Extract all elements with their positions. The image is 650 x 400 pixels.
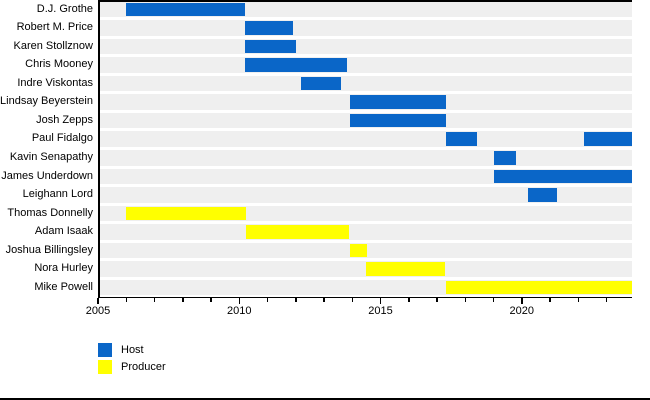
row-band (99, 187, 632, 203)
timeline-bar (126, 206, 247, 221)
row-band (99, 75, 632, 92)
bottom-edge (0, 398, 650, 400)
timeline-bar (301, 76, 341, 91)
row-band (99, 261, 632, 277)
x-axis-major-tick (379, 298, 382, 304)
timeline-bar (493, 151, 517, 165)
timeline-bar (584, 132, 632, 146)
timeline-bar (246, 225, 350, 239)
row-label: Paul Fidalgo (31, 132, 93, 145)
x-axis-minor-tick (464, 298, 467, 302)
x-axis-tick-label: 2015 (368, 305, 393, 317)
row-label: Lindsay Beyerstein (0, 95, 93, 108)
timeline-bar (349, 113, 446, 128)
legend-label-producer: Producer (121, 361, 166, 373)
x-axis-minor-tick (295, 298, 297, 302)
x-axis-minor-tick (210, 298, 212, 302)
timeline-bar (366, 262, 446, 276)
x-axis-minor-tick (182, 298, 184, 302)
timeline-bar (349, 243, 367, 258)
x-axis-major-tick (97, 298, 99, 304)
row-label: Nora Hurley (34, 262, 93, 275)
x-axis-minor-tick (351, 298, 353, 302)
legend-item-producer: Producer (98, 360, 166, 374)
timeline-bar (445, 132, 477, 146)
row-band (99, 224, 632, 240)
x-axis-minor-tick (605, 298, 608, 302)
timeline-bar (445, 280, 632, 295)
row-band (99, 57, 632, 73)
timeline-bar (244, 39, 296, 54)
host-color-swatch (98, 343, 112, 357)
x-axis-tick-label: 2010 (227, 305, 252, 317)
row-label: Chris Mooney (25, 58, 93, 71)
x-axis-tick-label: 2005 (85, 305, 111, 317)
row-label: Robert M. Price (16, 21, 93, 34)
row-label: Thomas Donnelly (7, 206, 93, 219)
row-label: Joshua Billingsley (5, 243, 93, 256)
x-axis-minor-tick (492, 298, 495, 302)
x-axis-major-tick (238, 298, 240, 304)
timeline-bar (244, 21, 293, 35)
row-band (99, 150, 632, 166)
x-axis-minor-tick (577, 298, 580, 302)
row-label: Indre Viskontas (17, 76, 93, 89)
legend-label-host: Host (121, 344, 144, 356)
row-band (99, 38, 632, 55)
row-label: Leighann Lord (22, 188, 93, 201)
x-axis-tick-label: 2020 (509, 305, 535, 317)
x-axis-minor-tick (266, 298, 269, 302)
timeline-bar (527, 188, 558, 202)
legend-item-host: Host (98, 343, 166, 357)
row-label: James Underdown (1, 169, 93, 182)
legend: Host Producer (98, 343, 166, 374)
x-axis-minor-tick (323, 298, 325, 302)
timeline-bar (349, 95, 446, 109)
timeline-bar (126, 2, 245, 16)
row-label: Adam Isaak (34, 225, 93, 238)
row-label: Josh Zepps (36, 113, 93, 126)
timeline-bar (493, 169, 632, 184)
row-label: Karen Stollznow (13, 39, 94, 52)
row-label: Mike Powell (34, 280, 93, 293)
x-axis-minor-tick (436, 298, 438, 302)
x-axis-minor-tick (125, 298, 127, 302)
y-axis (98, 0, 100, 298)
row-band (99, 20, 632, 36)
x-axis-major-tick (521, 298, 523, 304)
x-axis (98, 296, 632, 298)
row-label: Kavin Senapathy (9, 151, 93, 163)
row-label: D.J. Grothe (36, 2, 93, 15)
timeline-bar (244, 58, 347, 72)
x-axis-minor-tick (153, 298, 156, 302)
producer-color-swatch (98, 360, 112, 374)
plot-top-border (98, 0, 632, 2)
x-axis-minor-tick (549, 298, 551, 302)
row-band (99, 131, 632, 147)
x-axis-minor-tick (408, 298, 410, 302)
